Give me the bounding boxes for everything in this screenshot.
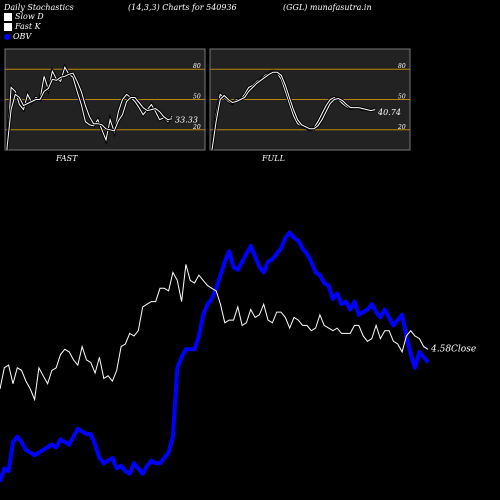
obv-swatch-icon (4, 33, 10, 40)
full-tick-label: 80 (398, 63, 406, 70)
slow-d-swatch-icon (4, 12, 12, 21)
chart-header-left: Daily Stochastics (4, 3, 74, 12)
fast-k-swatch-icon (4, 22, 12, 31)
fast-panel-title: FAST (56, 154, 78, 163)
full-last-value-label: 40.74 (377, 108, 401, 117)
chart-header-center: (14,3,3) Charts for 540936 (128, 3, 237, 12)
legend-label: Slow D (15, 12, 44, 21)
legend-obv: OBV (4, 32, 31, 41)
chart-header-right: (GGL) munafasutra.in (283, 3, 372, 12)
full-panel-title: FULL (262, 154, 285, 163)
legend-fast-k: Fast K (4, 22, 41, 31)
legend-slow-d: Slow D (4, 12, 44, 21)
fast-tick-label: 80 (193, 63, 201, 70)
close-price-line (0, 264, 429, 402)
fast-tick-label: 50 (193, 94, 201, 101)
legend-label: Fast K (15, 22, 41, 31)
fast-tick-label: 20 (192, 124, 201, 131)
full-tick-label: 50 (398, 94, 406, 101)
legend-label: OBV (13, 32, 32, 41)
fast-last-value-label: 33.33 (175, 115, 198, 124)
fast-series-slow-d (6, 72, 173, 149)
full-tick-label: 20 (397, 124, 406, 131)
full-series-slow-d (211, 71, 376, 151)
obv-line (0, 230, 430, 483)
close-value-label: 4.58Close (430, 344, 476, 354)
